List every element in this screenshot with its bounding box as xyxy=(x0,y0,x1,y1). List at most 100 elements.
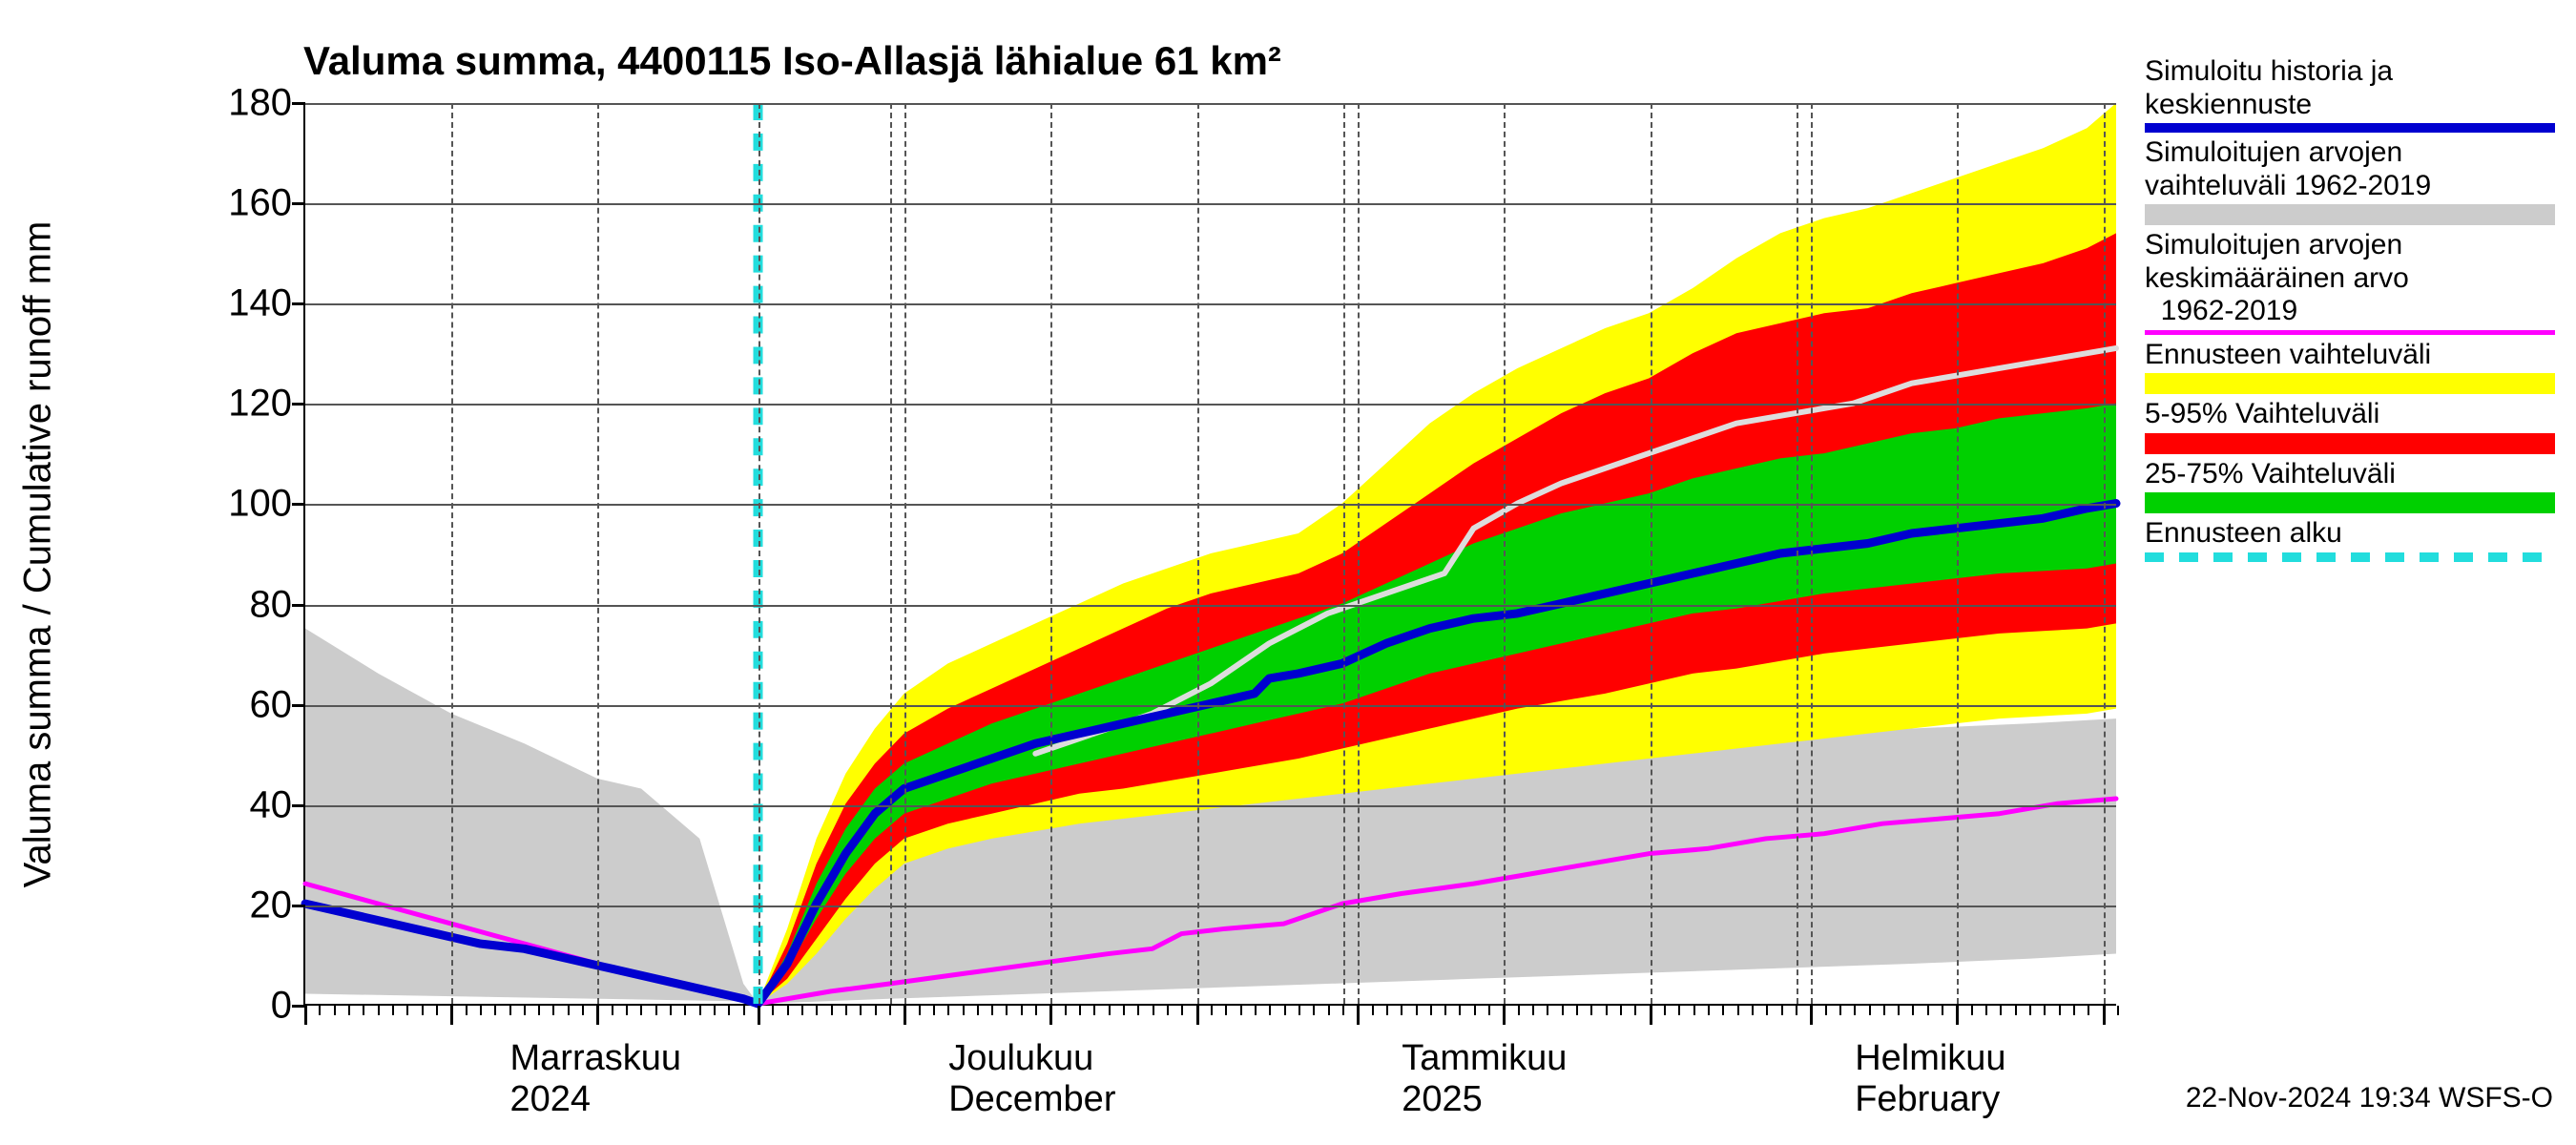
x-tick-minor xyxy=(378,1006,380,1015)
legend-label: Simuloitujen arvojen vaihteluväli 1962-2… xyxy=(2145,136,2555,202)
grid-line-v xyxy=(451,103,453,1004)
grid-line-h xyxy=(305,103,2116,105)
x-tick-minor xyxy=(889,1006,891,1015)
x-tick-minor xyxy=(684,1006,686,1015)
x-tick-minor xyxy=(1372,1006,1374,1015)
x-tick-minor xyxy=(1752,1006,1754,1015)
y-tick xyxy=(292,905,305,907)
grid-line-v-minor xyxy=(904,103,906,1004)
legend-label: Ennusteen vaihteluväli xyxy=(2145,339,2555,372)
legend-entry: 25-75% Vaihteluväli xyxy=(2145,458,2555,514)
x-tick-minor xyxy=(392,1006,394,1015)
y-tick xyxy=(292,102,305,105)
x-tick-minor xyxy=(363,1006,364,1015)
x-tick-minor xyxy=(436,1006,438,1015)
x-tick-minor xyxy=(1766,1006,1768,1015)
y-tick xyxy=(292,403,305,406)
y-tick xyxy=(292,302,305,305)
grid-line-h xyxy=(305,605,2116,607)
x-tick-minor xyxy=(1167,1006,1169,1015)
x-tick-minor xyxy=(1590,1006,1592,1015)
legend-line xyxy=(2145,330,2555,335)
legend-label: Simuloitujen arvojen keskimääräinen arvo… xyxy=(2145,229,2555,328)
x-tick-minor xyxy=(1737,1006,1739,1015)
legend-swatch xyxy=(2145,204,2555,225)
x-tick-minor xyxy=(714,1006,716,1015)
x-tick-minor xyxy=(1342,1006,1344,1015)
grid-line-h xyxy=(305,906,2116,907)
x-month-label: HelmikuuFebruary xyxy=(1855,1004,2005,1120)
y-tick xyxy=(292,503,305,506)
legend: Simuloitu historia ja keskiennuste Simulo… xyxy=(2145,55,2555,566)
x-tick-minor xyxy=(772,1006,774,1015)
x-tick-minor xyxy=(2015,1006,2017,1015)
legend-entry: Simuloitujen arvojen keskimääräinen arvo… xyxy=(2145,229,2555,335)
x-tick-minor xyxy=(1576,1006,1578,1015)
x-tick-minor xyxy=(1634,1006,1636,1015)
legend-entry: Ennusteen vaihteluväli xyxy=(2145,339,2555,395)
x-tick-minor xyxy=(816,1006,818,1015)
x-tick-minor xyxy=(406,1006,408,1015)
x-tick-minor xyxy=(743,1006,745,1015)
x-tick-minor xyxy=(1722,1006,1724,1015)
x-tick-minor xyxy=(787,1006,789,1015)
x-tick-minor xyxy=(466,1006,467,1015)
grid-line-h xyxy=(305,404,2116,406)
x-tick-minor xyxy=(1137,1006,1139,1015)
x-tick-minor xyxy=(2117,1006,2119,1015)
x-tick-minor xyxy=(319,1006,321,1015)
x-tick-minor xyxy=(334,1006,336,1015)
x-tick-major xyxy=(904,1006,906,1025)
x-tick-minor xyxy=(2088,1006,2089,1015)
x-tick-minor xyxy=(1240,1006,1242,1015)
x-tick-minor xyxy=(1298,1006,1300,1015)
x-month-label: Marraskuu2024 xyxy=(510,1004,682,1120)
x-tick-minor xyxy=(1123,1006,1125,1015)
x-tick-minor xyxy=(480,1006,482,1015)
grid-line-v-minor xyxy=(1957,103,1959,1004)
grid-line-h xyxy=(305,303,2116,305)
x-tick-minor xyxy=(831,1006,833,1015)
grid-line-v xyxy=(1343,103,1345,1004)
x-tick-minor xyxy=(728,1006,730,1015)
grid-line-v-minor xyxy=(758,103,760,1004)
x-tick-minor xyxy=(1211,1006,1213,1015)
legend-label: 5-95% Vaihteluväli xyxy=(2145,398,2555,431)
grid-line-v-minor xyxy=(1811,103,1813,1004)
legend-label: 25-75% Vaihteluväli xyxy=(2145,458,2555,491)
x-tick-minor xyxy=(1839,1006,1841,1015)
y-tick xyxy=(292,202,305,205)
x-tick-minor xyxy=(919,1006,921,1015)
x-tick-major xyxy=(304,1006,307,1025)
x-tick-minor xyxy=(699,1006,701,1015)
chart-title: Valuma summa, 4400115 Iso-Allasjä lähial… xyxy=(303,38,1281,84)
plot-area: 020406080100120140160180Marraskuu2024Jou… xyxy=(303,103,2116,1006)
x-tick-minor xyxy=(1796,1006,1797,1015)
grid-line-v-minor xyxy=(1504,103,1506,1004)
y-tick xyxy=(292,604,305,607)
legend-dashed xyxy=(2145,552,2555,562)
x-tick-minor xyxy=(1620,1006,1622,1015)
x-tick-minor xyxy=(1678,1006,1680,1015)
footer-timestamp: 22-Nov-2024 19:34 WSFS-O xyxy=(2186,1082,2553,1114)
x-tick-minor xyxy=(875,1006,877,1015)
legend-line xyxy=(2145,123,2555,133)
x-tick-minor xyxy=(422,1006,424,1015)
legend-label: Simuloitu historia ja keskiennuste xyxy=(2145,55,2555,121)
x-tick-minor xyxy=(1781,1006,1783,1015)
x-tick-minor xyxy=(1255,1006,1257,1015)
chart-container: Valuma summa, 4400115 Iso-Allasjä lähial… xyxy=(0,0,2576,1145)
x-tick-minor xyxy=(2073,1006,2075,1015)
legend-swatch xyxy=(2145,373,2555,394)
grid-line-v xyxy=(1797,103,1798,1004)
legend-label: Ennusteen alku xyxy=(2145,517,2555,551)
grid-line-v-minor xyxy=(2104,103,2106,1004)
y-tick xyxy=(292,804,305,807)
y-tick xyxy=(292,1005,305,1008)
x-month-label: Tammikuu2025 xyxy=(1402,1004,1567,1120)
grid-line-v-minor xyxy=(1050,103,1052,1004)
x-tick-major xyxy=(1196,1006,1199,1025)
x-tick-minor xyxy=(1269,1006,1271,1015)
x-tick-minor xyxy=(933,1006,935,1015)
legend-swatch xyxy=(2145,433,2555,454)
